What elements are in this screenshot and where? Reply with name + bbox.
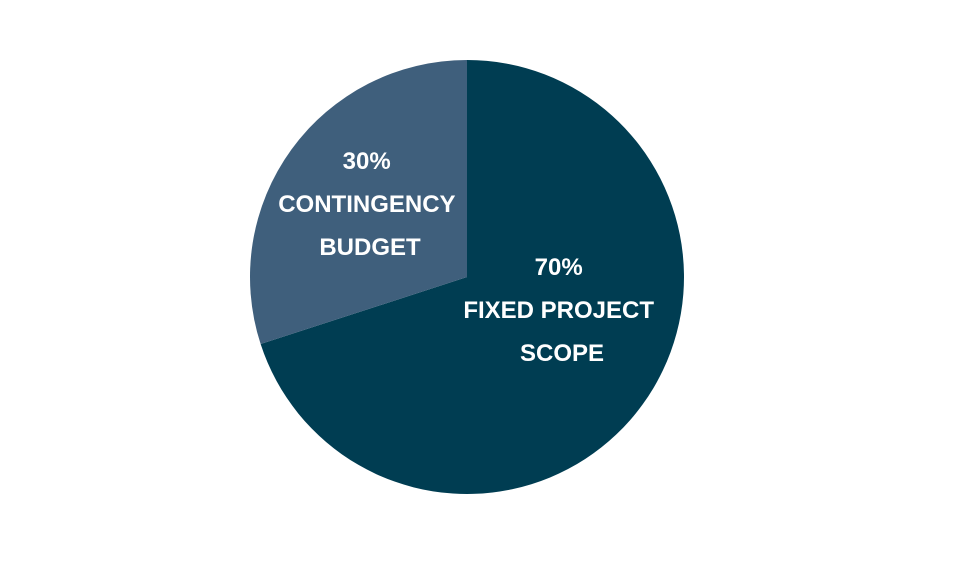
pie-slices bbox=[249, 60, 684, 494]
slice-label-contingency-line-2: BUDGET bbox=[319, 234, 421, 261]
pie-slice-contingency-budget bbox=[249, 60, 467, 345]
slice-label-contingency-percent: 30% bbox=[343, 148, 391, 175]
slice-label-contingency-budget: 30% CONTINGENCY BUDGET bbox=[278, 148, 462, 261]
slice-label-fixed-project-scope: 70% FIXED PROJECT SCOPE bbox=[463, 254, 660, 367]
pie-slice-fixed-project-scope bbox=[260, 60, 684, 494]
slice-label-fixed-line-2: SCOPE bbox=[520, 340, 604, 367]
slice-label-fixed-line-1: FIXED PROJECT bbox=[463, 297, 654, 324]
pie-labels: 70% FIXED PROJECT SCOPE 30% CONTINGENCY … bbox=[278, 148, 660, 367]
slice-label-fixed-percent: 70% bbox=[535, 254, 583, 281]
slice-label-contingency-line-1: CONTINGENCY bbox=[278, 191, 455, 218]
